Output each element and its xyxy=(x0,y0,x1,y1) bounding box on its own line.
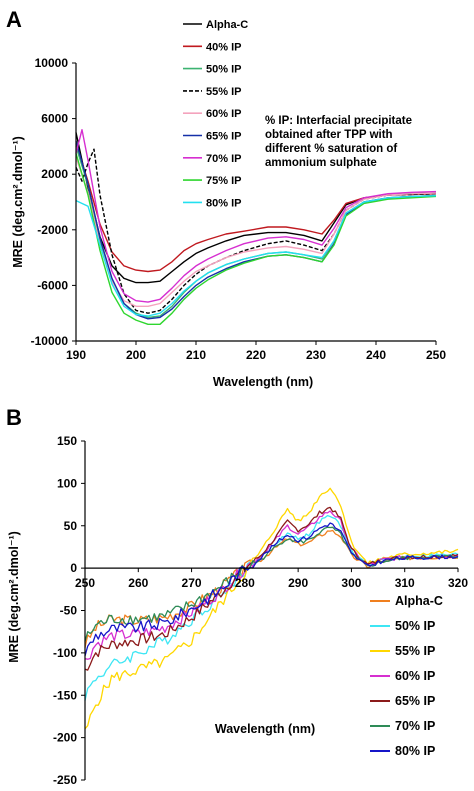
legend-item-a-50pct-ip: 50% IP xyxy=(183,64,241,76)
legend-item-b-50pct-ip: 50% IP xyxy=(370,619,435,633)
legend-label: 50% IP xyxy=(395,619,435,633)
legend-label: 80% IP xyxy=(395,744,435,758)
annotation-line-1: % IP: Interfacial precipitate xyxy=(265,115,412,127)
x-tick-label: 190 xyxy=(66,348,86,362)
series-line-a-50pct-ip xyxy=(75,146,437,319)
legend-label: 65% IP xyxy=(395,694,435,708)
legend-item-a-alpha-c: Alpha-C xyxy=(183,19,248,31)
legend-label: 75% IP xyxy=(206,175,241,187)
y-tick-label: 50 xyxy=(64,519,78,533)
legend-label: Alpha-C xyxy=(395,594,443,608)
legend-item-a-55pct-ip: 55% IP xyxy=(183,86,241,98)
legend-label: 70% IP xyxy=(206,153,241,165)
y-tick-label: -100 xyxy=(53,646,77,660)
series-line-a-75pct-ip xyxy=(75,153,437,325)
chart-a-xlabel: Wavelength (nm) xyxy=(213,375,313,389)
legend-item-b-55pct-ip: 55% IP xyxy=(370,644,435,658)
x-tick-label: 260 xyxy=(128,576,148,590)
legend-label: 60% IP xyxy=(206,108,241,120)
legend-label: 65% IP xyxy=(206,131,241,143)
legend-label: 70% IP xyxy=(395,719,435,733)
series-line-a-55pct-ip xyxy=(75,148,437,314)
legend-item-b-80pct-ip: 80% IP xyxy=(370,744,435,758)
x-tick-label: 230 xyxy=(306,348,326,362)
chart-b-legend: Alpha-C 50% IP 55% IP 60% IP 65% IP 70% IP 80%… xyxy=(370,594,443,758)
x-tick-label: 270 xyxy=(182,576,202,590)
panel-b-label: B xyxy=(6,405,22,430)
annotation-line-3: different % saturation of xyxy=(265,143,397,155)
y-tick-label: -200 xyxy=(53,731,77,745)
legend-label: 55% IP xyxy=(395,644,435,658)
series-line-a-40pct-ip xyxy=(75,143,437,273)
y-tick-label: 0 xyxy=(70,561,77,575)
x-tick-label: 240 xyxy=(366,348,386,362)
panel-a-label: A xyxy=(6,7,22,32)
x-tick-label: 250 xyxy=(75,576,95,590)
x-tick-label: 280 xyxy=(235,576,255,590)
y-tick-label: 6000 xyxy=(41,112,68,126)
y-tick-label: -50 xyxy=(60,604,78,618)
series-line-a-80pct-ip xyxy=(75,195,437,317)
legend-item-a-70pct-ip: 70% IP xyxy=(183,153,241,165)
y-tick-label: 2000 xyxy=(41,167,68,181)
legend-item-a-80pct-ip: 80% IP xyxy=(183,197,241,209)
y-tick-label: 150 xyxy=(57,434,77,448)
annotation-line-2: obtained after TPP with xyxy=(265,129,393,141)
x-tick-label: 300 xyxy=(341,576,361,590)
chart-a-series xyxy=(75,129,437,325)
y-tick-label: -250 xyxy=(53,773,77,787)
series-line-a-alpha-c xyxy=(75,132,437,284)
y-tick-label: 100 xyxy=(57,476,77,490)
chart-b-series xyxy=(84,487,459,730)
series-line-b-55pct-ip xyxy=(84,487,459,730)
annotation-line-4: ammonium sulphate xyxy=(265,157,377,169)
legend-label: 50% IP xyxy=(206,64,241,76)
chart-b-xlabel: Wavelength (nm) xyxy=(215,722,315,736)
x-tick-label: 320 xyxy=(448,576,468,590)
x-tick-label: 250 xyxy=(426,348,446,362)
y-tick-label: 10000 xyxy=(35,56,69,70)
legend-label: 80% IP xyxy=(206,197,241,209)
chart-a-annotation: % IP: Interfacial precipitate obtained a… xyxy=(265,115,412,169)
series-line-b-65pct-ip xyxy=(84,506,459,671)
legend-item-a-75pct-ip: 75% IP xyxy=(183,175,241,187)
chart-a-ylabel: MRE (deg.cm².dmol⁻¹) xyxy=(11,136,25,268)
legend-label: 40% IP xyxy=(206,41,241,53)
legend-item-a-60pct-ip: 60% IP xyxy=(183,108,241,120)
x-tick-label: 220 xyxy=(246,348,266,362)
x-tick-label: 290 xyxy=(288,576,308,590)
series-line-a-70pct-ip xyxy=(75,129,437,303)
series-line-a-60pct-ip xyxy=(75,157,437,307)
x-tick-label: 210 xyxy=(186,348,206,362)
legend-item-a-65pct-ip: 65% IP xyxy=(183,131,241,143)
y-tick-label: -2000 xyxy=(37,223,68,237)
legend-label: 60% IP xyxy=(395,669,435,683)
series-line-a-65pct-ip xyxy=(75,140,437,320)
y-tick-label: -150 xyxy=(53,688,77,702)
x-tick-label: 200 xyxy=(126,348,146,362)
legend-label: 55% IP xyxy=(206,86,241,98)
chart-a-legend: Alpha-C 40% IP 50% IP 55% IP 60% IP 65% IP 70%… xyxy=(183,19,248,209)
chart-a: 190 200 210 220 230 240 250 10000 6000 2000 -2000 -… xyxy=(11,19,446,389)
y-tick-label: -10000 xyxy=(31,334,69,348)
chart-b-ylabel: MRE (deg.cm².dmol⁻¹) xyxy=(7,531,21,663)
series-line-b-80pct-ip xyxy=(84,522,459,657)
legend-item-b-70pct-ip: 70% IP xyxy=(370,719,435,733)
legend-item-a-40pct-ip: 40% IP xyxy=(183,41,241,53)
legend-item-b-60pct-ip: 60% IP xyxy=(370,669,435,683)
chart-b: 250 260 270 280 290 300 310 320 150 100 50 0 -50 -100… xyxy=(7,434,468,787)
x-tick-label: 310 xyxy=(395,576,415,590)
y-tick-label: -6000 xyxy=(37,278,68,292)
legend-item-b-65pct-ip: 65% IP xyxy=(370,694,435,708)
legend-item-b-alpha-c: Alpha-C xyxy=(370,594,443,608)
legend-label: Alpha-C xyxy=(206,19,248,31)
